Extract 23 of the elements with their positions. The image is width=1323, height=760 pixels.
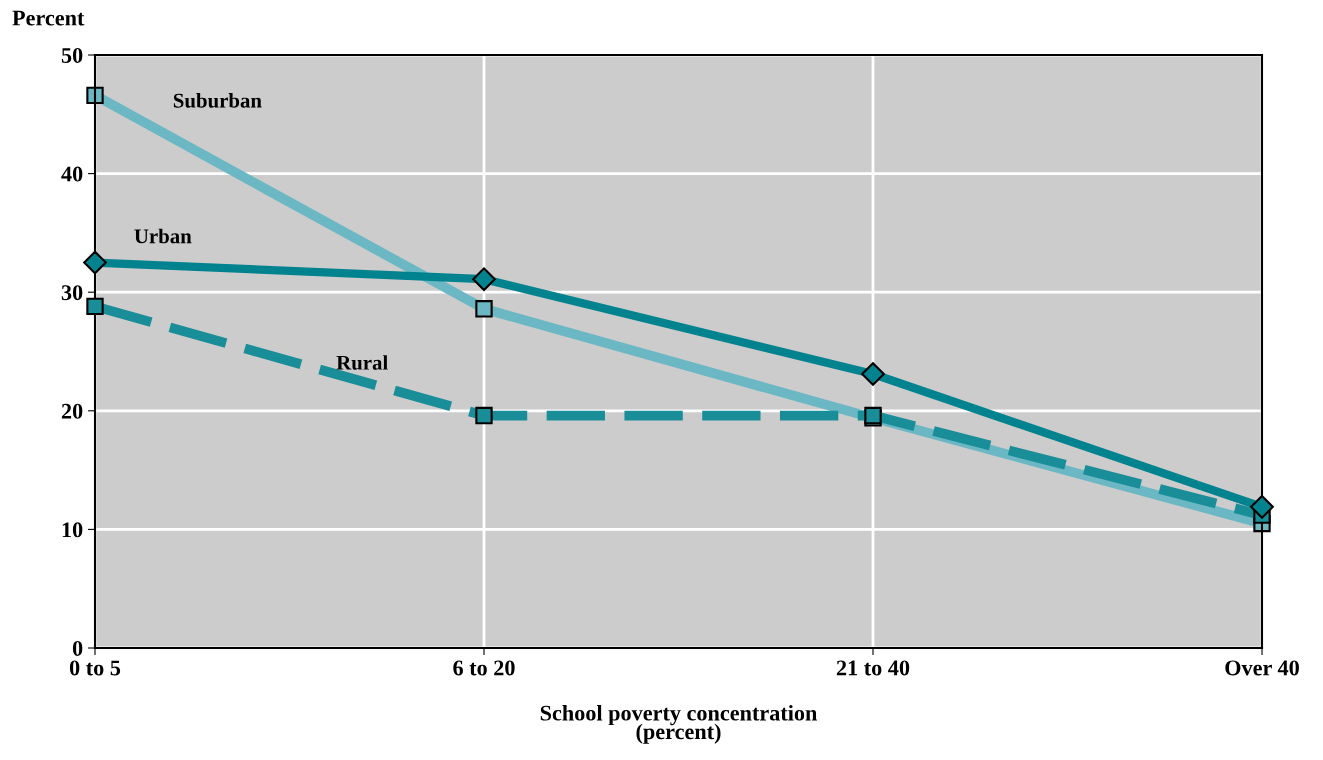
y-tick-label: 20 [61, 403, 83, 419]
series-label: Suburban [173, 92, 262, 108]
y-tick-label: 30 [61, 285, 83, 301]
x-tick-label: 21 to 40 [836, 660, 910, 676]
x-axis-title: School poverty concentration (percent) [540, 704, 818, 744]
series-label: Rural [336, 355, 388, 370]
y-tick-label: 10 [62, 522, 83, 538]
point [1250, 495, 1274, 519]
y-tick-label: 0 [72, 640, 83, 656]
point [475, 406, 493, 425]
x-tick-label: 6 to 20 [453, 660, 515, 676]
point [83, 250, 107, 275]
y-tick-label: 40 [61, 166, 83, 182]
point [861, 362, 885, 386]
y-tick-label: 50 [61, 47, 83, 63]
point [86, 297, 104, 316]
y-axis-title: Percent [12, 10, 85, 26]
point [472, 267, 496, 291]
point [475, 300, 493, 318]
point [86, 86, 104, 104]
series-label: Urban [134, 228, 192, 244]
x-tick-label: Over 40 [1225, 660, 1299, 676]
x-tick-label: 0 to 5 [69, 660, 121, 676]
